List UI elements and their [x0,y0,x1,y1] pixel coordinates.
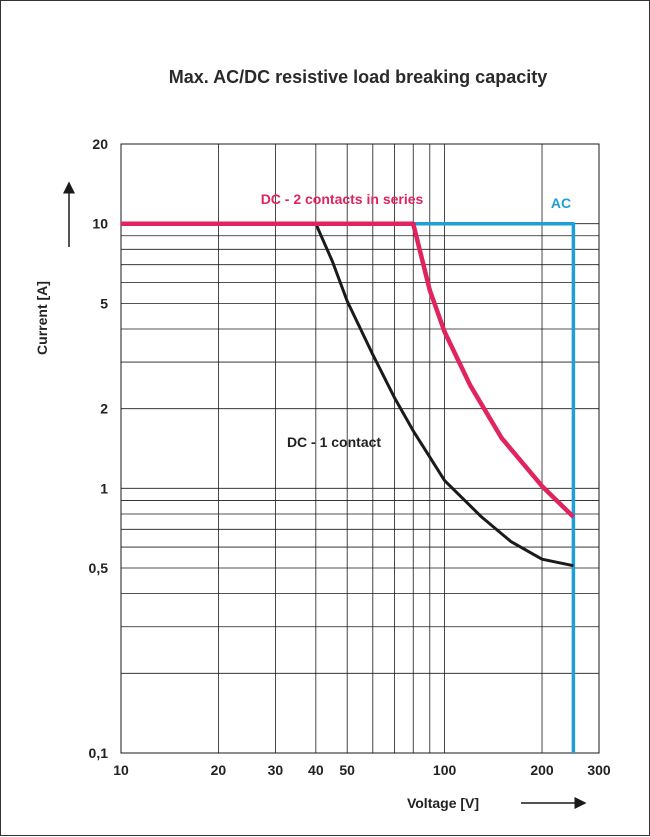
y-tick-label: 20 [92,136,108,152]
x-tick-label: 200 [530,762,554,778]
series-label-dc-1-contact: DC - 1 contact [287,434,381,450]
chart-title: Max. AC/DC resistive load breaking capac… [169,67,547,87]
series-label-dc-2-contacts: DC - 2 contacts in series [261,191,424,207]
x-tick-label: 20 [211,762,227,778]
grid [120,143,600,754]
series-line-dc-1-contact [121,222,574,568]
x-tick-labels: 10 20 30 40 50 100 200 300 [113,762,611,778]
series-line-ac [413,221,576,753]
y-tick-label: 1 [100,480,108,496]
x-tick-label: 10 [113,762,129,778]
x-tick-label: 100 [433,762,457,778]
x-tick-label: 300 [587,762,611,778]
x-tick-label: 50 [339,762,355,778]
y-tick-label: 0,5 [89,560,109,576]
series-lines [121,221,576,753]
series-line-dc-2-contacts [121,221,575,519]
y-tick-label: 0,1 [89,745,109,761]
x-tick-label: 30 [268,762,284,778]
y-axis-label: Current [A] [34,281,50,355]
y-tick-label: 10 [92,216,108,232]
x-tick-label: 40 [308,762,324,778]
y-tick-label: 2 [100,401,108,417]
y-tick-labels: 0,1 0,5 1 2 5 10 20 [89,136,109,761]
series-label-ac: AC [551,195,571,211]
x-axis-label: Voltage [V] [407,795,479,811]
y-tick-label: 5 [100,295,108,311]
